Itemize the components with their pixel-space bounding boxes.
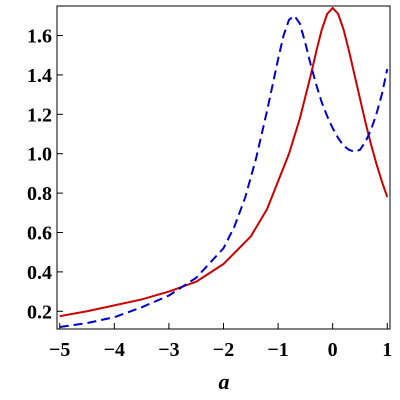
ticks-layer: −5 −4 −3 −2 −1 0 1 0.2 0.4 0.6 0.8 1.0 1.2 1.4 1.6 xyxy=(27,26,392,361)
plot-frame xyxy=(56,5,391,330)
y-tick-label: 0.6 xyxy=(27,222,52,244)
series-line-2 xyxy=(59,14,389,329)
y-tick-label: 0.2 xyxy=(27,301,52,323)
x-tick-label: −2 xyxy=(213,339,234,361)
x-tick-label: −1 xyxy=(267,339,288,361)
x-tick-label: −4 xyxy=(104,339,125,361)
x-tick-label: 0 xyxy=(328,339,338,361)
y-tick-label: 1.2 xyxy=(27,104,52,126)
y-tick-label: 1.0 xyxy=(27,144,52,166)
y-tick-label: 1.4 xyxy=(27,65,52,87)
x-axis-label: a xyxy=(219,369,230,394)
series-layer xyxy=(59,6,389,329)
y-tick-label: 0.4 xyxy=(27,262,52,284)
x-tick-label: 1 xyxy=(382,339,392,361)
x-tick-label: −3 xyxy=(158,339,179,361)
y-tick-label: 1.6 xyxy=(27,26,52,48)
series-line-1 xyxy=(59,6,389,318)
x-tick-label: −5 xyxy=(49,339,70,361)
y-tick-label: 0.8 xyxy=(27,183,52,205)
